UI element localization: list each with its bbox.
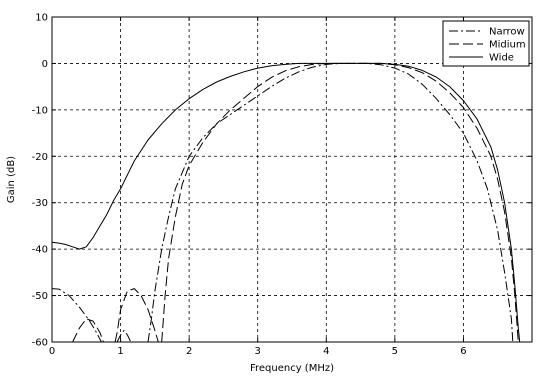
series-line-wide-seg-0 xyxy=(51,62,521,343)
legend-label-midium: Midium xyxy=(489,40,526,51)
x-tick-label: 6 xyxy=(460,346,466,357)
y-tick-label: -60 xyxy=(32,338,48,349)
y-tick-label: -20 xyxy=(32,152,48,163)
series-line-midium-seg-1 xyxy=(114,288,159,343)
series-lines xyxy=(51,62,521,343)
plot-frame xyxy=(51,16,533,343)
x-axis-label: Frequency (MHz) xyxy=(250,363,334,374)
series-line-narrow-seg-0 xyxy=(51,288,102,343)
y-tick-label: 10 xyxy=(35,13,48,24)
x-tick-label: 5 xyxy=(392,346,398,357)
series-line-narrow-seg-2 xyxy=(147,62,514,343)
y-tick-label: -10 xyxy=(32,105,48,116)
y-tick-label: -30 xyxy=(32,198,48,209)
y-tick-label: 0 xyxy=(42,59,48,70)
y-tick-label: -50 xyxy=(32,291,48,302)
y-axis-label: Gain (dB) xyxy=(6,156,17,203)
series-line-narrow-seg-1 xyxy=(116,329,132,343)
x-tick-label: 2 xyxy=(186,346,192,357)
x-tick-label: 3 xyxy=(255,346,261,357)
x-tick-label: 1 xyxy=(117,346,123,357)
legend: Narrow Midium Wide xyxy=(442,20,530,67)
y-tick-label: -40 xyxy=(32,245,48,256)
legend-label-narrow: Narrow xyxy=(489,27,525,38)
x-tick-label: 0 xyxy=(49,346,55,357)
x-tick-label: 4 xyxy=(323,346,329,357)
series-line-midium-seg-0 xyxy=(72,318,104,343)
legend-label-wide: Wide xyxy=(489,53,514,64)
axis-ticks: 0 1 2 3 4 5 6 10 0 -10 -20 -30 -40 -50 -60 xyxy=(32,13,532,357)
